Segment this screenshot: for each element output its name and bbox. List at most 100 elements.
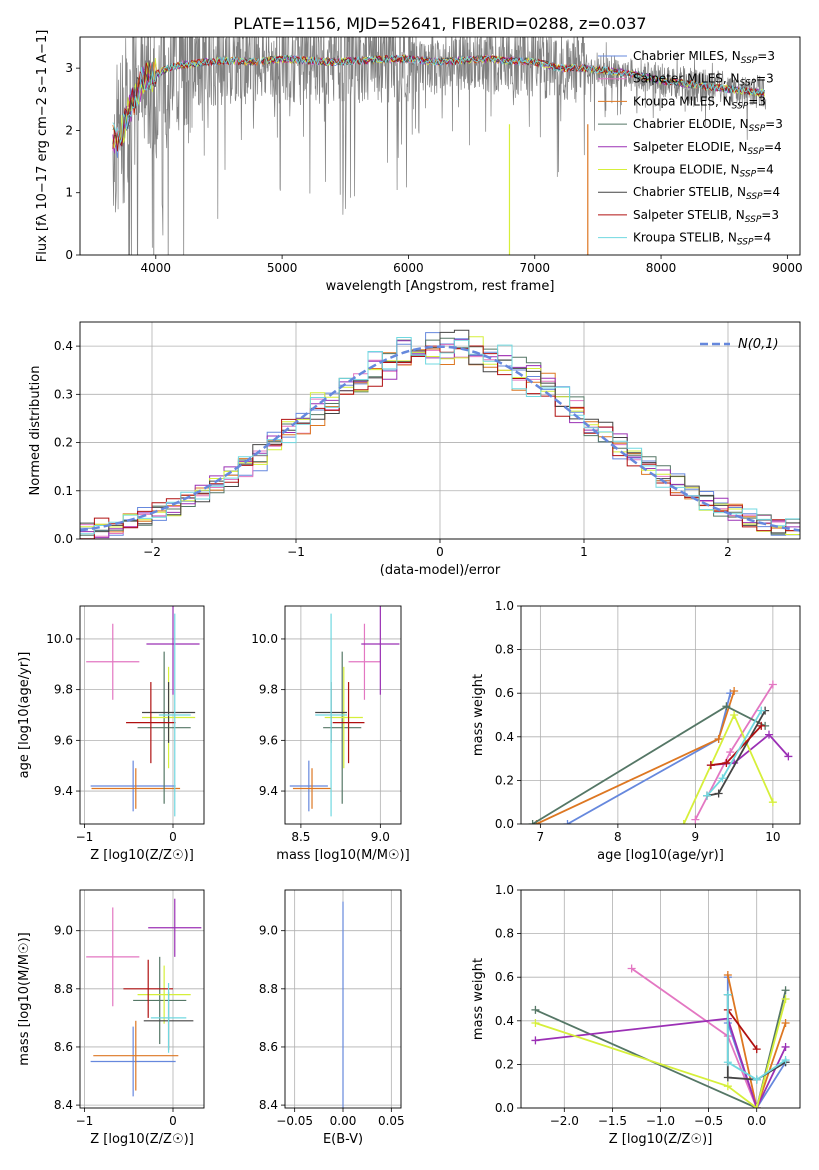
weight-marker xyxy=(722,758,731,767)
plot-area xyxy=(531,964,790,1108)
x-tick-label: 7 xyxy=(537,830,545,844)
y-tick-label: 9.4 xyxy=(54,784,73,798)
weight-marker xyxy=(726,748,735,757)
mass-vs-Z-panel: −1 0 8.4 8.6 8.8 9.0 Z [log10(Z/Z☉)] mass [log1… xyxy=(17,889,205,1147)
figure-title: PLATE=1156, MJD=52641, FIBERID=0288, z=0… xyxy=(233,14,646,33)
legend-count: =4 xyxy=(753,231,771,245)
legend-subscript: SSP xyxy=(747,147,764,157)
weight-marker xyxy=(723,990,732,999)
y-tick-label: 8.4 xyxy=(54,1098,73,1112)
weight-series-line xyxy=(535,990,787,1108)
weight-marker xyxy=(730,687,739,696)
weight-marker xyxy=(691,815,700,824)
x-tick-label: −0.5 xyxy=(694,1114,723,1128)
weight-marker xyxy=(718,774,727,783)
weight-marker xyxy=(723,1082,732,1091)
weight-marker xyxy=(752,1104,761,1108)
y-axis-label: age [log10(age/yr)] xyxy=(17,652,32,779)
weight-marker xyxy=(765,730,773,739)
weight-marker xyxy=(768,798,777,807)
legend-label: N(0,1) xyxy=(738,337,779,352)
legend-count: =4 xyxy=(764,140,782,154)
y-tick-label: 2 xyxy=(65,123,73,137)
x-tick-label: 6000 xyxy=(393,261,424,275)
x-tick-label: 10 xyxy=(765,830,780,844)
y-axis-label: mass [log10(M/M☉)] xyxy=(17,932,32,1065)
weight-series-line xyxy=(535,998,787,1108)
legend-count: =4 xyxy=(756,163,774,177)
weight-marker xyxy=(768,680,777,689)
legend-subscript: SSP xyxy=(737,238,754,248)
y-tick-label: 0.4 xyxy=(495,1014,514,1028)
weight-series-line xyxy=(726,974,787,1108)
weight-marker xyxy=(531,1036,540,1045)
x-tick-label: 7000 xyxy=(519,261,550,275)
weight-series-line xyxy=(726,994,787,1081)
y-tick-label: 0.2 xyxy=(495,1057,514,1071)
weight-marker xyxy=(730,711,739,719)
legend-label: Salpeter STELIB, NSSP=3 xyxy=(633,208,779,225)
weight-marker xyxy=(752,1045,761,1054)
legend-label: Salpeter ELODIE, NSSP=4 xyxy=(633,140,782,157)
y-tick-label: 8.8 xyxy=(259,982,278,996)
legend-count: =3 xyxy=(761,208,779,222)
residual-histogram xyxy=(80,345,800,539)
legend-label: Kroupa ELODIE, NSSP=4 xyxy=(633,163,774,180)
age-vs-Z-panel: −1 0 9.4 9.6 9.8 10.0 Z [log10(Z/Z☉)] age [log1… xyxy=(17,605,205,863)
legend-count: =3 xyxy=(757,49,775,63)
y-tick-label: 1 xyxy=(65,186,73,200)
y-tick-label: 0.2 xyxy=(54,436,73,450)
weight-marker xyxy=(752,1075,761,1084)
weight-marker xyxy=(781,995,790,1003)
x-tick-label: 2 xyxy=(724,545,732,559)
y-tick-label: 9.4 xyxy=(259,784,278,798)
x-tick-label: 0.0 xyxy=(747,1114,766,1128)
y-tick-label: 0.0 xyxy=(495,817,514,831)
legend-label: Salpeter MILES, NSSP=3 xyxy=(633,72,774,89)
y-tick-label: 10.0 xyxy=(46,632,73,646)
weight-marker xyxy=(784,752,793,761)
mass-vs-EBV-panel: −0.05 0.00 0.05 8.4 8.6 8.8 9.0 E(B-V) xyxy=(259,889,405,1147)
x-axis-label: E(B-V) xyxy=(323,1132,363,1147)
y-tick-label: 9.6 xyxy=(54,733,73,747)
axes-frame xyxy=(520,889,801,1109)
y-axis-label: Flux [fλ 10−17 erg cm−2 s−1 A−1] xyxy=(35,30,50,263)
axes-frame xyxy=(79,605,205,825)
spectrum-panel: 4000 5000 6000 7000 8000 9000 0 1 2 3 wavelength [… xyxy=(35,30,803,294)
legend-subscript: SSP xyxy=(740,79,757,89)
x-axis-label: Z [log10(Z/Z☉)] xyxy=(609,1132,713,1147)
x-tick-label: −2.0 xyxy=(550,1114,579,1128)
y-tick-label: 8.6 xyxy=(259,1040,278,1054)
x-tick-label: 9000 xyxy=(772,261,803,275)
weight-marker xyxy=(706,761,715,770)
plot-area xyxy=(80,329,800,539)
x-tick-label: 8.5 xyxy=(291,830,310,844)
legend-count: =3 xyxy=(748,94,766,108)
legend-subscript: SSP xyxy=(749,124,766,134)
weight-series-line xyxy=(727,1009,758,1050)
weight-vs-Z-panel: −2.0 −1.5 −1.0 −0.5 0.0 0.0 0.2 0.4 0.6 0.8 1.0 Z [… xyxy=(471,883,801,1147)
y-tick-label: 0.8 xyxy=(495,643,514,657)
weight-marker xyxy=(531,1005,540,1014)
gaussian-curve xyxy=(80,345,800,532)
y-tick-label: 0.6 xyxy=(495,970,514,984)
y-tick-label: 0.0 xyxy=(54,532,73,546)
x-tick-label: 0 xyxy=(169,1114,177,1128)
x-axis-label: (data-model)/error xyxy=(380,563,501,578)
y-tick-label: 0.0 xyxy=(495,1101,514,1115)
y-tick-label: 0.1 xyxy=(54,484,73,498)
legend-label: Chabrier STELIB, NSSP=4 xyxy=(633,185,780,202)
legend-label: Chabrier ELODIE, NSSP=3 xyxy=(633,117,783,134)
model-spectrum-line xyxy=(112,54,765,152)
axes-frame xyxy=(520,605,801,825)
plot-area xyxy=(86,606,200,817)
weight-marker xyxy=(627,964,636,973)
y-tick-label: 0.2 xyxy=(495,773,514,787)
x-tick-label: −1 xyxy=(76,1114,94,1128)
x-tick-label: −1 xyxy=(76,830,94,844)
weight-marker xyxy=(781,1056,790,1065)
legend-count: =4 xyxy=(763,185,781,199)
weight-marker xyxy=(703,791,711,800)
y-tick-label: 10.0 xyxy=(251,632,278,646)
